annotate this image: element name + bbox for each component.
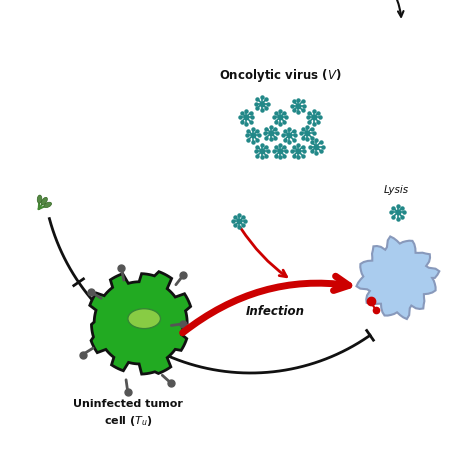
Text: Oncolytic virus ($V$): Oncolytic virus ($V$) <box>219 67 341 84</box>
Polygon shape <box>356 237 439 319</box>
Text: cell ($T_u$): cell ($T_u$) <box>104 413 153 428</box>
Polygon shape <box>90 272 191 374</box>
Ellipse shape <box>128 309 161 328</box>
Text: Lysis: Lysis <box>384 184 409 195</box>
Ellipse shape <box>37 195 42 203</box>
Ellipse shape <box>41 197 47 204</box>
Text: Infection: Infection <box>246 305 305 319</box>
Ellipse shape <box>44 202 52 208</box>
Text: Uninfected tumor: Uninfected tumor <box>73 399 183 409</box>
